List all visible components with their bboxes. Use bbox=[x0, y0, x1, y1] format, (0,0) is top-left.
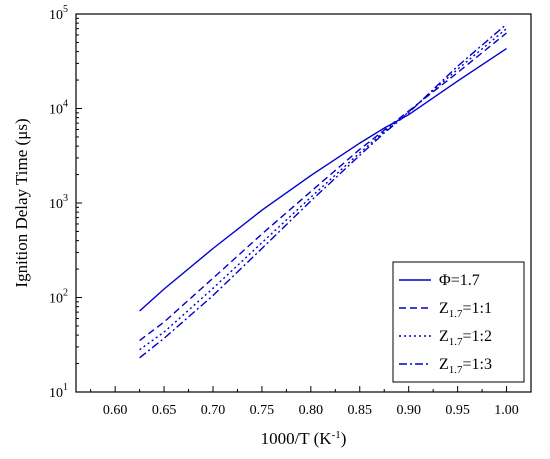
x-axis-title: 1000/T (K-1) bbox=[261, 429, 347, 448]
x-tick-label: 0.75 bbox=[250, 403, 275, 418]
legend-label-main: Z bbox=[439, 328, 449, 345]
x-tick-label: 0.90 bbox=[396, 403, 421, 418]
legend-label-tail: =1:2 bbox=[463, 328, 492, 345]
series-line-3 bbox=[139, 28, 507, 351]
y-tick-exp: 4 bbox=[63, 99, 68, 110]
x-axis-title-sup: -1 bbox=[332, 429, 341, 441]
y-tick-base: 10 bbox=[49, 197, 63, 212]
y-tick-base: 10 bbox=[49, 292, 63, 307]
y-tick-label: 105 bbox=[49, 4, 68, 23]
y-tick-base: 10 bbox=[49, 386, 63, 401]
y-tick-exp: 3 bbox=[63, 193, 68, 204]
y-tick-exp: 5 bbox=[63, 4, 68, 15]
x-tick-label: 0.95 bbox=[445, 403, 470, 418]
y-tick-label: 104 bbox=[49, 99, 68, 118]
legend: Φ=1.7Z1.7=1:1Z1.7=1:2Z1.7=1:3 bbox=[392, 261, 525, 383]
y-tick-label: 102 bbox=[49, 288, 68, 307]
x-tick-label: 0.70 bbox=[201, 403, 226, 418]
legend-label-tail: =1:3 bbox=[463, 356, 492, 373]
legend-box bbox=[392, 261, 525, 383]
x-tick-label: 0.65 bbox=[152, 403, 177, 418]
x-axis-ticks: 0.60 0.65 0.70 0.75 0.80 0.85 0.90 0.95 1.00 bbox=[90, 386, 519, 418]
x-tick-label: 1.00 bbox=[494, 403, 519, 418]
series-line-1 bbox=[139, 48, 507, 312]
legend-label-3: Z1.7=1:2 bbox=[439, 328, 492, 348]
y-axis-title: Ignition Delay Time (μs) bbox=[12, 118, 31, 287]
x-tick-label: 0.85 bbox=[348, 403, 373, 418]
y-tick-base: 10 bbox=[49, 8, 63, 23]
y-tick-label: 103 bbox=[49, 193, 68, 212]
legend-label-4: Z1.7=1:3 bbox=[439, 356, 492, 376]
y-tick-exp: 1 bbox=[63, 382, 68, 393]
y-tick-base: 10 bbox=[49, 103, 63, 118]
x-axis-title-end: ) bbox=[341, 429, 347, 448]
legend-label-1: Φ=1.7 bbox=[439, 272, 480, 289]
legend-label-main: Z bbox=[439, 300, 449, 317]
y-tick-exp: 2 bbox=[63, 288, 68, 299]
legend-label-main: Z bbox=[439, 356, 449, 373]
x-axis-title-main: 1000/T (K bbox=[261, 429, 333, 448]
legend-label-tail: =1:1 bbox=[463, 300, 492, 317]
legend-label-sub: 1.7 bbox=[449, 308, 463, 320]
y-tick-label: 101 bbox=[49, 382, 68, 401]
legend-label-2: Z1.7=1:1 bbox=[439, 300, 492, 320]
x-tick-label: 0.60 bbox=[103, 403, 128, 418]
legend-label-sub: 1.7 bbox=[449, 336, 463, 348]
series-layer bbox=[139, 23, 507, 359]
x-tick-label: 0.80 bbox=[299, 403, 324, 418]
legend-label-main: Φ=1.7 bbox=[439, 272, 480, 289]
series-line-2 bbox=[139, 32, 507, 342]
legend-label-sub: 1.7 bbox=[449, 364, 463, 376]
